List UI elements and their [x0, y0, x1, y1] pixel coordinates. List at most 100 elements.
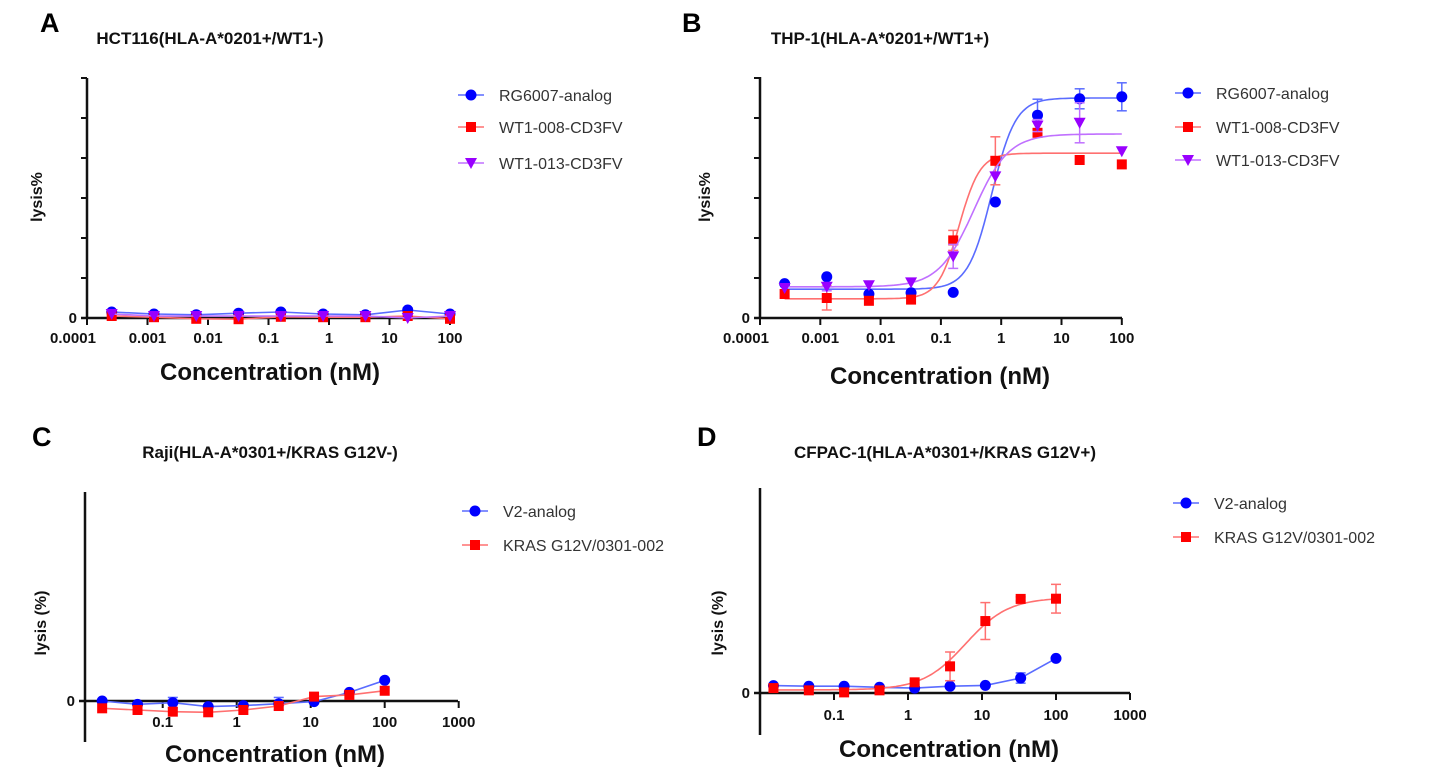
data-point — [862, 280, 875, 292]
data-point — [379, 685, 390, 696]
x-tick-label: 0.1 — [152, 714, 173, 731]
data-point — [874, 685, 885, 696]
legend-marker — [1182, 87, 1194, 99]
data-point — [232, 311, 245, 322]
x-axis-title: Concentration (nM) — [160, 359, 380, 386]
data-point — [238, 704, 249, 715]
fit-curve — [784, 97, 1122, 290]
legend-label: RG6007-analog — [499, 88, 612, 105]
data-point — [947, 286, 959, 298]
panel-letter: D — [697, 422, 717, 452]
legend-item: V2-analog — [462, 504, 576, 521]
x-tick-label: 1 — [233, 714, 241, 731]
series-kras-g12v-0301-002 — [768, 583, 1061, 698]
panel-a: A HCT116(HLA-A*0201+/WT1-) 0.0001 0.001 0.01… — [29, 8, 623, 386]
x-axis-title: Concentration (nM) — [830, 363, 1050, 390]
panel-title: Raji(HLA-A*0301+/KRAS G12V-) — [142, 443, 398, 462]
legend-item: WT1-013-CD3FV — [458, 156, 623, 173]
data-point — [1115, 146, 1128, 158]
x-axis-title: Concentration (nM) — [839, 736, 1059, 763]
panel-letter: C — [32, 422, 52, 452]
x-axis-title: Concentration (nM) — [165, 741, 385, 768]
data-point — [1031, 120, 1044, 132]
data-point — [132, 704, 143, 715]
x-tick-label: 10 — [974, 707, 991, 724]
legend-item: WT1-013-CD3FV — [1175, 153, 1340, 170]
x-tick-label: 0.001 — [129, 330, 167, 347]
legend-label: WT1-008-CD3FV — [1216, 120, 1340, 137]
data-point — [379, 674, 391, 686]
series-wt1-013-cd3fv — [778, 102, 1128, 294]
data-point — [309, 691, 320, 702]
fit-curve — [784, 152, 1122, 300]
legend-marker — [1183, 122, 1193, 132]
x-tick-label: 0.1 — [258, 330, 279, 347]
panel-letter: B — [682, 8, 702, 38]
data-point — [1051, 593, 1061, 604]
legend-item: V2-analog — [1173, 496, 1287, 513]
legend-item: RG6007-analog — [458, 88, 612, 105]
data-point — [105, 309, 118, 320]
legend-label: V2-analog — [503, 504, 576, 521]
legend-item: KRAS G12V/0301-002 — [462, 538, 664, 555]
x-tick-label: 0.0001 — [50, 330, 96, 347]
data-point — [1116, 159, 1127, 170]
legend-item: WT1-008-CD3FV — [1175, 120, 1340, 137]
x-tick-label: 1 — [325, 330, 333, 347]
x-tick-label: 0.1 — [824, 707, 845, 724]
legend-marker — [466, 122, 476, 132]
y-tick-label: 0 — [67, 693, 75, 710]
data-point — [863, 295, 874, 306]
y-axis-title: lysis (%) — [33, 591, 50, 656]
data-point — [147, 311, 160, 322]
x-tick-label: 10 — [381, 330, 398, 347]
fit-curve — [773, 598, 1057, 691]
data-point — [909, 677, 920, 688]
legend-label: WT1-013-CD3FV — [1216, 153, 1340, 170]
data-point — [820, 281, 833, 293]
data-point — [803, 685, 814, 696]
y-tick-label: 0 — [69, 310, 77, 327]
data-point — [821, 271, 833, 283]
data-point — [1032, 127, 1043, 138]
y-tick-label: 0 — [742, 310, 750, 327]
data-point — [1074, 155, 1085, 165]
x-tick-label: 1000 — [1113, 707, 1146, 724]
panel-title: CFPAC-1(HLA-A*0301+/KRAS G12V+) — [794, 443, 1096, 462]
data-point — [821, 293, 832, 303]
series-rg6007-analog — [779, 82, 1128, 300]
data-point — [274, 311, 287, 322]
data-point — [1073, 117, 1086, 129]
data-point — [944, 680, 956, 692]
series-wt1-013-cd3fv — [105, 309, 456, 324]
legend-marker — [470, 540, 480, 550]
data-point — [359, 311, 372, 322]
data-point — [273, 701, 284, 712]
panel-b: B THP-1(HLA-A*0201+/WT1+) 0.0001 0.001 0.01 0… — [682, 8, 1340, 390]
data-point — [990, 155, 1001, 166]
panel-letter: A — [40, 8, 60, 38]
y-axis-title: lysis% — [29, 172, 46, 222]
x-tick-label: 0.01 — [193, 330, 222, 347]
x-tick-label: 1 — [904, 707, 912, 724]
x-tick-label: 100 — [1043, 707, 1068, 724]
legend-marker — [1182, 155, 1194, 166]
x-tick-label: 10 — [1053, 330, 1070, 347]
legend-marker — [469, 505, 481, 517]
data-point — [167, 697, 179, 709]
data-point — [1015, 593, 1026, 604]
legend-item: WT1-008-CD3FV — [458, 120, 623, 137]
data-point — [401, 313, 414, 324]
legend-marker — [465, 158, 477, 169]
data-point — [444, 311, 456, 322]
legend-marker — [465, 89, 477, 101]
legend-label: WT1-008-CD3FV — [499, 120, 623, 137]
data-point — [768, 683, 779, 694]
data-point — [97, 703, 108, 714]
legend-label: V2-analog — [1214, 496, 1287, 513]
panel-title: HCT116(HLA-A*0201+/WT1-) — [96, 29, 323, 48]
data-point — [839, 687, 850, 698]
data-point — [1050, 652, 1062, 664]
data-point — [1032, 109, 1044, 121]
